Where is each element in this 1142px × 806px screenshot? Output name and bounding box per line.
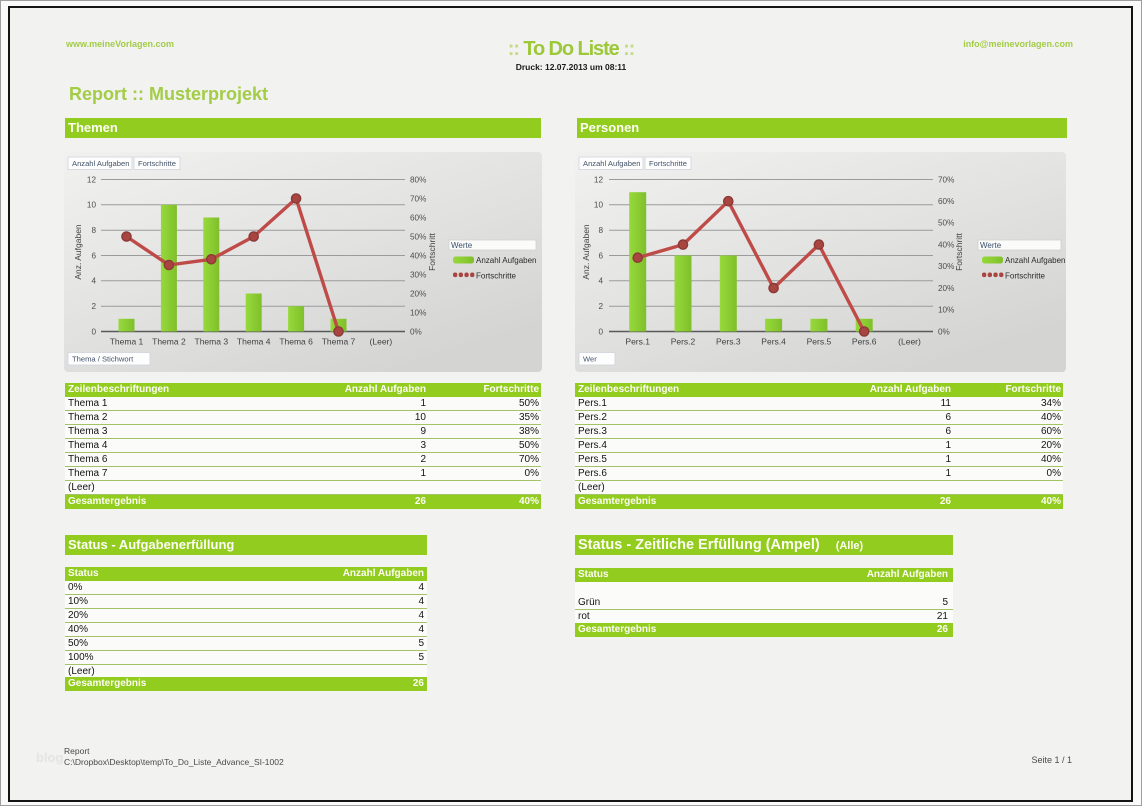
svg-text:Anzahl Aufgaben: Anzahl Aufgaben	[583, 159, 640, 168]
svg-text:10%: 10%	[938, 306, 954, 315]
svg-text:0: 0	[598, 327, 603, 336]
svg-text:Thema 6: Thema 6	[279, 337, 313, 347]
svg-text:Fortschritte: Fortschritte	[476, 272, 517, 281]
svg-text:Thema 1: Thema 1	[110, 337, 144, 347]
svg-text:Wer: Wer	[583, 354, 597, 363]
svg-text:Anz. Aufgaben: Anz. Aufgaben	[73, 224, 83, 280]
svg-text:80%: 80%	[410, 175, 426, 184]
svg-text:Anzahl Aufgaben: Anzahl Aufgaben	[72, 159, 129, 168]
svg-text:4: 4	[91, 277, 96, 286]
svg-text:(Leer): (Leer)	[898, 337, 921, 347]
svg-text:Pers.2: Pers.2	[671, 337, 696, 347]
svg-text:50%: 50%	[938, 219, 954, 228]
svg-text:Anz. Aufgaben: Anz. Aufgaben	[581, 224, 591, 280]
svg-text:8: 8	[91, 226, 96, 235]
svg-text:70%: 70%	[938, 175, 954, 184]
svg-text:30%: 30%	[938, 262, 954, 271]
svg-text:Thema 4: Thema 4	[237, 337, 271, 347]
svg-text:0: 0	[91, 327, 96, 336]
svg-text:Thema 2: Thema 2	[152, 337, 186, 347]
svg-text:50%: 50%	[410, 232, 426, 241]
svg-text:Pers.3: Pers.3	[716, 337, 741, 347]
svg-text:Pers.4: Pers.4	[761, 337, 786, 347]
svg-text:60%: 60%	[938, 197, 954, 206]
svg-text:Anzahl Aufgaben: Anzahl Aufgaben	[1005, 256, 1066, 265]
svg-text:6: 6	[598, 251, 603, 260]
svg-text:70%: 70%	[410, 194, 426, 203]
svg-text:10: 10	[87, 201, 97, 210]
svg-text:6: 6	[91, 251, 96, 260]
svg-text:4: 4	[598, 277, 603, 286]
svg-text:10%: 10%	[410, 308, 426, 317]
svg-text:40%: 40%	[938, 240, 954, 249]
svg-text:Werte: Werte	[451, 241, 473, 250]
svg-text:Fortschritt: Fortschritt	[954, 232, 964, 270]
svg-text:30%: 30%	[410, 270, 426, 279]
svg-text:20%: 20%	[938, 284, 954, 293]
svg-text:Anzahl Aufgaben: Anzahl Aufgaben	[476, 256, 537, 265]
svg-text:12: 12	[594, 175, 604, 184]
svg-text:2: 2	[598, 302, 603, 311]
svg-text:0%: 0%	[410, 327, 422, 336]
svg-text:20%: 20%	[410, 289, 426, 298]
svg-text:12: 12	[87, 175, 97, 184]
svg-text:Thema / Stichwort: Thema / Stichwort	[72, 354, 134, 363]
svg-text:Thema 7: Thema 7	[322, 337, 356, 347]
svg-text:2: 2	[91, 302, 96, 311]
svg-text:10: 10	[594, 201, 604, 210]
svg-text:Pers.1: Pers.1	[625, 337, 650, 347]
svg-text:8: 8	[598, 226, 603, 235]
svg-text:0%: 0%	[938, 327, 950, 336]
svg-text:Werte: Werte	[980, 241, 1002, 250]
svg-text:Thema 3: Thema 3	[195, 337, 229, 347]
svg-text:Fortschritt: Fortschritt	[427, 232, 437, 270]
svg-text:Pers.5: Pers.5	[807, 337, 832, 347]
svg-text:40%: 40%	[410, 251, 426, 260]
svg-text:Fortschritte: Fortschritte	[138, 159, 176, 168]
svg-text:(Leer): (Leer)	[370, 337, 393, 347]
svg-text:Fortschritte: Fortschritte	[1005, 272, 1046, 281]
svg-text:Fortschritte: Fortschritte	[649, 159, 687, 168]
svg-text:Pers.6: Pers.6	[852, 337, 877, 347]
svg-text:60%: 60%	[410, 213, 426, 222]
